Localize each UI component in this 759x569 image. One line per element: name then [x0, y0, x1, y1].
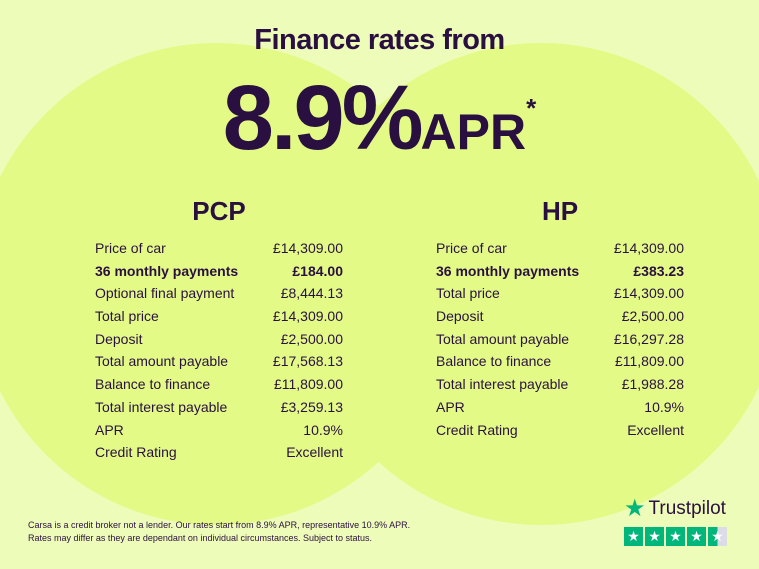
table-row: Credit Rating Excellent	[436, 419, 684, 442]
row-label: 36 monthly payments	[436, 262, 580, 279]
rating-star-icon: ★	[666, 527, 685, 546]
row-value: £16,297.28	[613, 330, 684, 347]
table-row: Deposit £2,500.00	[95, 328, 343, 351]
rate-display: 8.9%APR*	[0, 66, 759, 171]
table-row: Total amount payable £16,297.28	[436, 328, 684, 351]
table-row: Total interest payable £1,988.28	[436, 373, 684, 396]
row-label: 36 monthly payments	[95, 262, 239, 279]
row-label: Price of car	[436, 240, 507, 256]
row-label: Total interest payable	[95, 398, 228, 415]
table-row: Total price £14,309.00	[436, 282, 684, 305]
pcp-table: PCP Price of car £14,309.00 36 monthly pay…	[95, 196, 343, 464]
row-label: APR	[95, 421, 124, 438]
row-label: Credit Rating	[436, 421, 518, 438]
row-value: £3,259.13	[280, 398, 343, 415]
row-label: Balance to finance	[95, 376, 211, 393]
row-label: Optional final payment	[95, 285, 235, 302]
row-value: £1,988.28	[621, 376, 684, 393]
rating-star-icon: ★	[687, 527, 706, 546]
row-value: £383.23	[633, 262, 684, 279]
row-value: £14,309.00	[272, 308, 343, 325]
rating-star-icon: ★	[624, 527, 643, 546]
rating-half-star-icon: ★	[708, 527, 727, 546]
table-row: Total price £14,309.00	[95, 305, 343, 328]
table-row: APR 10.9%	[95, 419, 343, 442]
table-row: Price of car £14,309.00	[436, 237, 684, 260]
row-value: Excellent	[286, 444, 343, 461]
hp-title: HP	[541, 196, 579, 226]
table-row: Credit Rating Excellent	[95, 441, 343, 464]
row-label: Total amount payable	[95, 353, 229, 370]
row-value: £14,309.00	[613, 285, 684, 302]
disclaimer: Carsa is a credit broker not a lender. O…	[28, 519, 410, 545]
row-label: Deposit	[95, 330, 143, 347]
row-value: £11,809.00	[273, 376, 343, 393]
row-value: £11,809.00	[614, 353, 684, 370]
rating-star-icon: ★	[645, 527, 664, 546]
disclaimer-line-2: Rates may differ as they are dependant o…	[28, 533, 373, 543]
table-row: Deposit £2,500.00	[436, 305, 684, 328]
row-label: Credit Rating	[95, 444, 177, 461]
row-value: £14,309.00	[613, 240, 684, 256]
row-value: 10.9%	[303, 421, 343, 438]
trustpilot-badge[interactable]: ★ Trustpilot ★ ★ ★ ★ ★	[624, 494, 734, 546]
table-row: Total amount payable £17,568.13	[95, 350, 343, 373]
hp-table: HP Price of car £14,309.00 36 monthly paym…	[436, 196, 684, 441]
row-label: APR	[436, 398, 465, 415]
row-value: 10.9%	[644, 398, 684, 415]
table-row: 36 monthly payments £383.23	[436, 260, 684, 283]
table-row: 36 monthly payments £184.00	[95, 260, 343, 283]
row-value: £2,500.00	[621, 308, 684, 325]
table-row: Optional final payment £8,444.13	[95, 282, 343, 305]
row-label: Price of car	[95, 240, 166, 256]
table-row: Balance to finance £11,809.00	[95, 373, 343, 396]
row-value: £8,444.13	[280, 285, 343, 302]
row-label: Balance to finance	[436, 353, 552, 370]
row-value: £184.00	[292, 262, 343, 279]
table-row: Balance to finance £11,809.00	[436, 350, 684, 373]
row-label: Total interest payable	[436, 376, 569, 393]
table-row: APR 10.9%	[436, 396, 684, 419]
disclaimer-line-1: Carsa is a credit broker not a lender. O…	[28, 520, 411, 530]
apr-label: APR	[420, 104, 527, 160]
trustpilot-rating: ★ ★ ★ ★ ★	[624, 527, 734, 546]
row-label: Total price	[436, 285, 500, 302]
table-row: Total interest payable £3,259.13	[95, 396, 343, 419]
row-label: Total amount payable	[436, 330, 570, 347]
row-value: Excellent	[627, 421, 684, 438]
row-label: Deposit	[436, 308, 484, 325]
rate-value: 8.9%	[222, 67, 424, 169]
headline: Finance rates from	[254, 24, 505, 56]
row-value: £17,568.13	[272, 353, 343, 370]
asterisk: *	[526, 93, 537, 123]
table-row: Price of car £14,309.00	[95, 237, 343, 260]
decorative-circle-right	[300, 43, 759, 525]
pcp-title: PCP	[192, 196, 246, 226]
star-icon: ★	[624, 495, 646, 522]
row-value: £14,309.00	[272, 240, 343, 256]
row-label: Total price	[95, 308, 159, 325]
row-value: £2,500.00	[280, 330, 343, 347]
trustpilot-name: Trustpilot	[648, 497, 726, 519]
